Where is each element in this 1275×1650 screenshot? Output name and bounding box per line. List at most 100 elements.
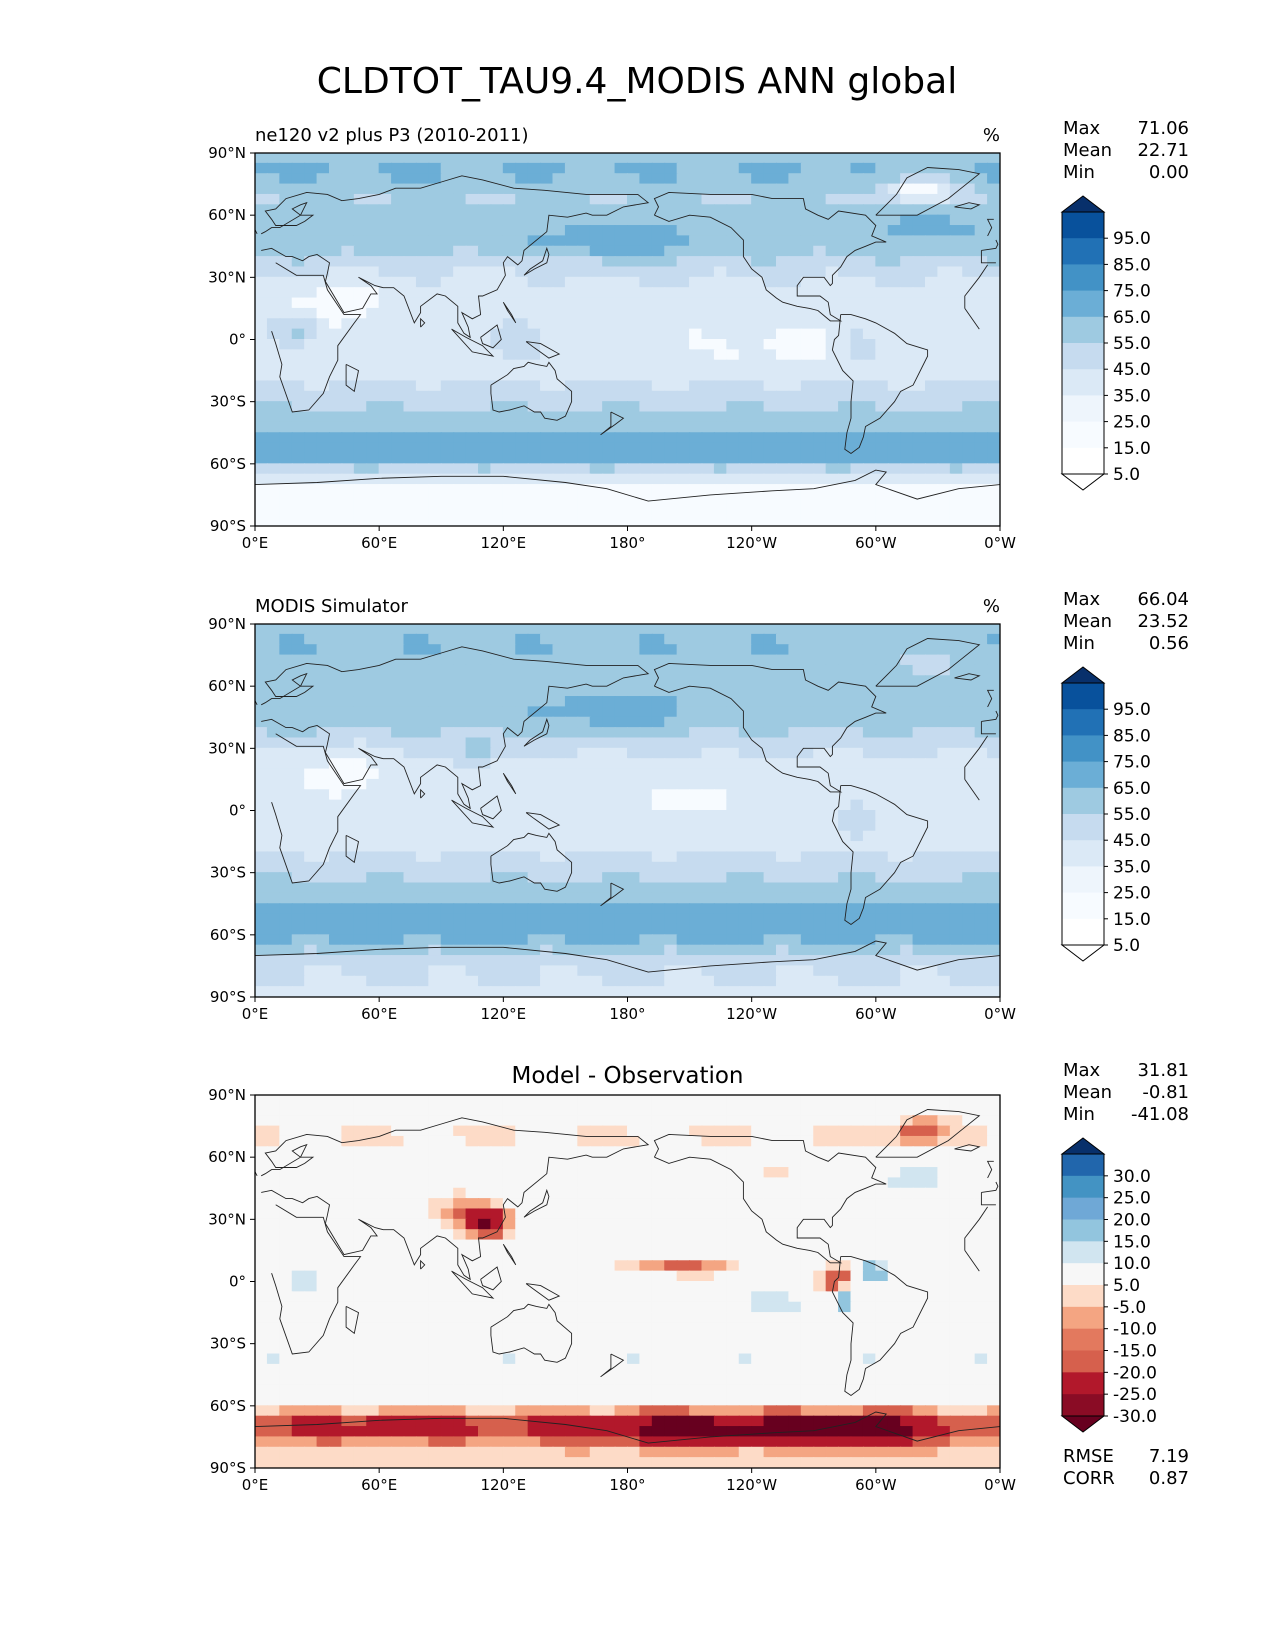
field-cell xyxy=(589,432,604,444)
field-cell xyxy=(962,287,976,299)
field-cell xyxy=(304,245,318,258)
field-cell xyxy=(577,965,591,977)
field-cell xyxy=(987,965,1000,977)
field-cell xyxy=(862,349,877,361)
field-cell xyxy=(391,1146,405,1158)
field-cell xyxy=(676,225,691,237)
field-cell xyxy=(255,359,268,372)
field-cell xyxy=(540,193,554,206)
figure-title: CLDTOT_TAU9.4_MODIS ANN global xyxy=(317,61,957,102)
field-cell xyxy=(987,1146,1000,1158)
field-cell xyxy=(428,830,442,843)
field-cell xyxy=(726,654,740,666)
field-cell xyxy=(701,318,715,330)
field-cell xyxy=(341,256,355,268)
field-cell xyxy=(912,758,926,770)
field-cell xyxy=(651,390,666,403)
field-cell xyxy=(540,872,554,884)
field-cell xyxy=(279,380,293,392)
field-cell xyxy=(391,183,405,195)
field-cell xyxy=(676,452,691,465)
field-cell xyxy=(713,473,728,486)
field-cell xyxy=(279,452,293,465)
field-cell xyxy=(651,318,666,330)
field-cell xyxy=(937,442,951,454)
field-cell xyxy=(316,727,330,739)
field-cell xyxy=(440,633,455,646)
field-cell xyxy=(937,778,951,791)
field-cell xyxy=(329,1135,343,1148)
field-cell xyxy=(713,183,728,195)
field-cell xyxy=(304,442,318,454)
field-cell xyxy=(502,830,517,843)
field-cell xyxy=(266,955,281,967)
field-cell xyxy=(329,494,343,506)
field-cell xyxy=(329,1177,343,1189)
field-cell xyxy=(788,685,802,698)
field-cell xyxy=(266,193,281,206)
field-cell xyxy=(391,965,405,977)
field-cell xyxy=(987,758,1000,770)
field-cell xyxy=(391,380,405,392)
field-cell xyxy=(776,1167,790,1179)
field-cell xyxy=(378,256,393,268)
field-cell xyxy=(813,328,827,340)
field-cell xyxy=(962,390,976,403)
field-cell xyxy=(676,892,691,905)
field-cell xyxy=(925,923,939,936)
field-cell xyxy=(329,401,343,413)
field-cell xyxy=(614,183,628,195)
field-cell xyxy=(391,778,405,791)
field-cell xyxy=(428,318,442,330)
field-cell xyxy=(788,328,802,340)
field-cell xyxy=(465,841,479,853)
field-cell xyxy=(987,1095,1000,1106)
field-cell xyxy=(862,727,877,739)
field-cell xyxy=(490,778,504,791)
field-cell xyxy=(974,442,989,454)
field-cell xyxy=(763,975,777,988)
field-cell xyxy=(453,515,467,526)
field-cell xyxy=(291,162,306,175)
field-cell xyxy=(776,675,790,687)
field-cell xyxy=(676,913,691,925)
field-cell xyxy=(887,789,902,801)
field-cell xyxy=(838,685,852,698)
field-cell xyxy=(279,696,293,708)
field-cell xyxy=(279,204,293,216)
field-cell xyxy=(689,727,703,739)
field-cell xyxy=(602,903,616,915)
field-cell xyxy=(949,913,964,925)
field-cell xyxy=(763,882,777,894)
field-cell xyxy=(403,1095,417,1106)
field-cell xyxy=(800,276,815,289)
field-cell xyxy=(925,442,939,454)
field-cell xyxy=(962,421,976,434)
field-cell xyxy=(875,789,889,801)
field-cell xyxy=(726,432,740,444)
field-cell xyxy=(689,696,703,708)
field-cell xyxy=(341,339,355,351)
field-cell xyxy=(391,903,405,915)
field-cell xyxy=(428,768,442,780)
field-cell xyxy=(527,820,542,832)
field-cell xyxy=(875,727,889,739)
field-cell xyxy=(651,624,666,635)
field-cell xyxy=(266,515,281,526)
field-cell xyxy=(676,1156,691,1169)
field-cell xyxy=(341,727,355,739)
field-cell xyxy=(552,1125,566,1137)
field-cell xyxy=(726,872,740,884)
field-cell xyxy=(577,494,591,506)
field-cell xyxy=(329,162,343,175)
field-cell xyxy=(651,1095,666,1106)
field-cell xyxy=(602,747,616,760)
field-cell xyxy=(255,810,268,822)
field-cell xyxy=(627,390,641,403)
field-cell xyxy=(255,307,268,320)
field-cell xyxy=(813,401,827,413)
field-cell xyxy=(415,768,430,780)
field-cell xyxy=(925,307,939,320)
field-cell xyxy=(515,644,529,656)
field-cell xyxy=(515,287,529,299)
